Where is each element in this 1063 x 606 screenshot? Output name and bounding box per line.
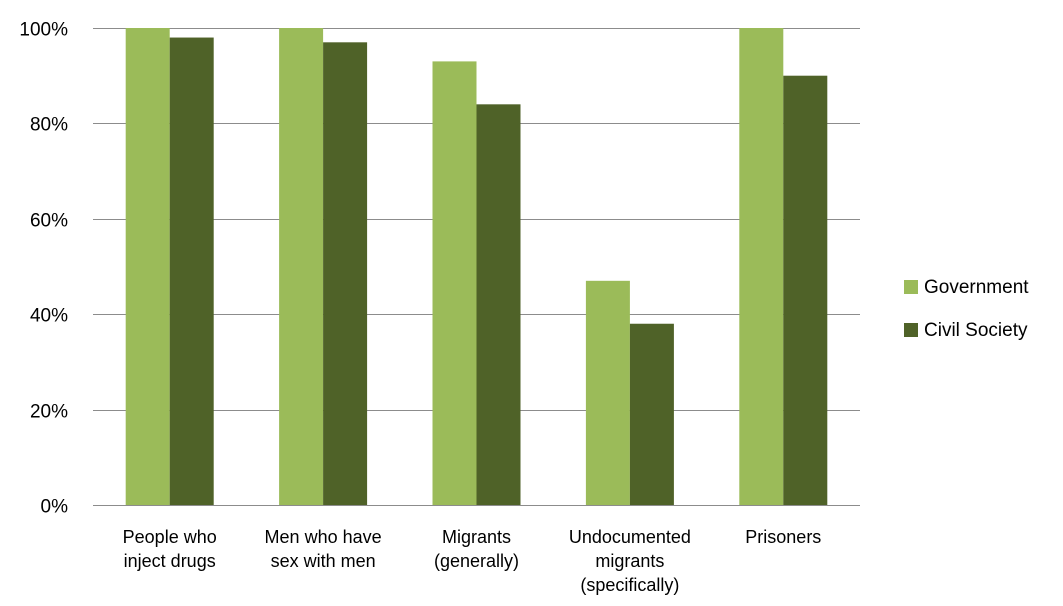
y-tick-label: 100% bbox=[19, 20, 68, 41]
y-tick-label: 0% bbox=[41, 497, 69, 518]
bars bbox=[125, 28, 828, 506]
legend-swatch-civil-society bbox=[904, 323, 918, 337]
bar-civil-society-3 bbox=[629, 323, 674, 505]
y-axis-ticks: 0% 20% 40% 60% 80% 100% bbox=[19, 20, 68, 518]
y-tick-label: 20% bbox=[30, 402, 68, 423]
legend: Government Civil Society bbox=[904, 277, 1029, 341]
x-category-label: Undocumented migrants (specifically) bbox=[569, 527, 691, 595]
bar-government-0 bbox=[125, 28, 170, 505]
y-tick-label: 80% bbox=[30, 115, 68, 136]
bar-government-1 bbox=[279, 28, 324, 505]
bar-government-3 bbox=[585, 280, 630, 505]
x-axis-categories: People who inject drugs Men who have sex wi… bbox=[123, 527, 822, 595]
x-category-label: Prisoners bbox=[745, 527, 821, 547]
y-tick-label: 40% bbox=[30, 306, 68, 327]
y-tick-label: 60% bbox=[30, 211, 68, 232]
bar-civil-society-1 bbox=[323, 42, 368, 506]
x-category-label: Men who have sex with men bbox=[265, 527, 382, 571]
legend-swatch-government bbox=[904, 280, 918, 294]
legend-label: Government bbox=[924, 277, 1029, 298]
bar-government-2 bbox=[432, 61, 477, 505]
x-category-label: Migrants (generally) bbox=[434, 527, 519, 571]
bar-civil-society-2 bbox=[476, 104, 521, 505]
bar-civil-society-4 bbox=[783, 75, 828, 505]
bar-civil-society-0 bbox=[169, 37, 214, 505]
legend-label: Civil Society bbox=[924, 320, 1028, 341]
x-category-label: People who inject drugs bbox=[123, 527, 217, 571]
bar-government-4 bbox=[739, 28, 784, 505]
